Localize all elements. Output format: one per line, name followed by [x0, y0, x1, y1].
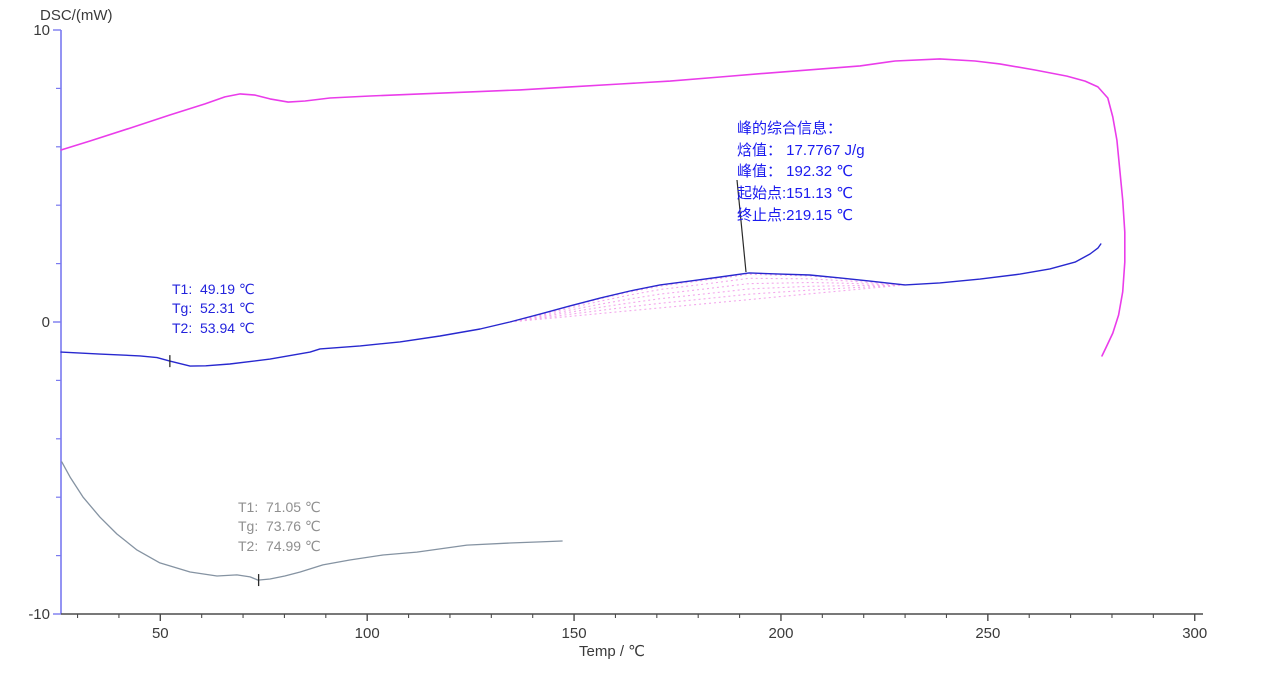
peak-area-hatch-line	[509, 284, 906, 323]
tg-blue-t2: T2: 53.94 ℃	[172, 319, 255, 336]
peak-enthalpy: 焓值： 17.7767 J/g	[737, 141, 865, 159]
peak-onset: 起始点:151.13 ℃	[737, 185, 854, 203]
tg-gray-tg: Tg: 73.76 ℃	[238, 518, 321, 535]
y-axis-title: DSC/(mW)	[40, 7, 112, 24]
y-tick-label: 0	[42, 314, 50, 331]
magenta-curve	[60, 58, 1126, 357]
x-tick-label: 150	[562, 625, 587, 642]
y-tick-label: -10	[28, 606, 50, 623]
peak-temperature: 峰值： 192.32 ℃	[737, 163, 854, 181]
tg-gray-t2: T2: 74.99 ℃	[238, 537, 321, 554]
tg-gray-t1: T1: 71.05 ℃	[238, 499, 321, 515]
tg-blue-tg: Tg: 52.31 ℃	[172, 300, 255, 317]
x-tick-label: 200	[768, 625, 793, 642]
peak-area-hatch-line	[509, 277, 906, 323]
tg-annotation-gray: T1: 71.05 ℃ Tg: 73.76 ℃ T2: 74.99 ℃	[238, 498, 321, 556]
peak-area-hatch-line	[509, 284, 906, 323]
peak-leader-line	[736, 179, 747, 273]
peak-info-annotation: 峰的综合信息： 焓值： 17.7767 J/g 峰值： 192.32 ℃ 起始点…	[737, 118, 865, 227]
x-tick-label: 250	[975, 625, 1000, 642]
peak-area-hatch-line	[509, 281, 906, 323]
x-tick-label: 100	[355, 625, 380, 642]
y-tick-label: 10	[33, 22, 50, 39]
peak-endpoint: 终止点:219.15 ℃	[737, 206, 854, 224]
blue-curve	[60, 243, 1102, 367]
peak-area-hatch-line	[509, 284, 906, 323]
x-tick-label: 300	[1182, 625, 1207, 642]
tg-annotation-blue: T1: 49.19 ℃ Tg: 52.31 ℃ T2: 53.94 ℃	[172, 280, 255, 338]
x-axis-title: Temp / ℃	[579, 643, 645, 660]
peak-area-hatch-line	[509, 273, 906, 323]
tg-blue-t1: T1: 49.19 ℃	[172, 281, 255, 297]
peak-info-title: 峰的综合信息：	[737, 120, 843, 137]
x-tick-label: 50	[152, 625, 169, 642]
